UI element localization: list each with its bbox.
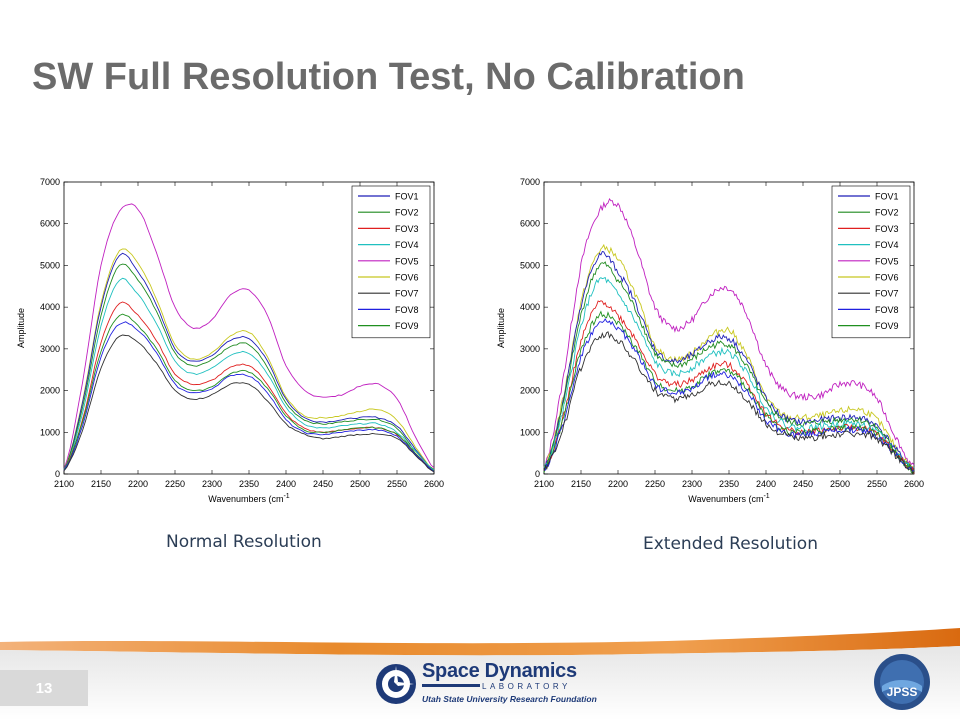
right-series-line-fov5 bbox=[543, 197, 915, 468]
left-x-tick-label: 2200 bbox=[128, 479, 148, 489]
right-legend-label-fov3: FOV3 bbox=[875, 224, 899, 234]
right-x-tick-label: 2500 bbox=[830, 479, 850, 489]
left-legend-label-fov8: FOV8 bbox=[395, 305, 419, 315]
right-series-line-fov4 bbox=[543, 276, 915, 471]
right-x-tick-label: 2250 bbox=[645, 479, 665, 489]
left-legend-label-fov7: FOV7 bbox=[395, 289, 419, 299]
right-series-line-fov7 bbox=[543, 331, 915, 474]
left-x-tick-label: 2400 bbox=[276, 479, 296, 489]
left-legend-label-fov1: FOV1 bbox=[395, 192, 419, 202]
right-x-axis-label: Wavenumbers (cm-1 bbox=[688, 493, 770, 504]
caption-normal-resolution: Normal Resolution bbox=[166, 532, 322, 552]
left-y-tick-label: 5000 bbox=[40, 260, 60, 270]
right-legend-label-fov2: FOV2 bbox=[875, 208, 899, 218]
sdl-lab-text: LABORATORY bbox=[482, 682, 571, 691]
left-x-axis-label-superscript: -1 bbox=[283, 493, 289, 500]
right-x-tick-label: 2200 bbox=[608, 479, 628, 489]
right-x-tick-label: 2400 bbox=[756, 479, 776, 489]
right-legend-label-fov4: FOV4 bbox=[875, 240, 899, 250]
sdl-name: Space Dynamics bbox=[422, 660, 577, 682]
left-series-line-fov6 bbox=[63, 248, 435, 471]
space-dynamics-logo: Space Dynamics LABORATORY Utah State Uni… bbox=[374, 660, 597, 708]
left-x-tick-label: 2250 bbox=[165, 479, 185, 489]
footer-decorative-band bbox=[0, 628, 960, 720]
left-legend bbox=[351, 185, 431, 339]
left-y-tick-label: 3000 bbox=[40, 344, 60, 354]
left-x-tick-label: 2450 bbox=[313, 479, 333, 489]
left-y-tick-label: 6000 bbox=[40, 219, 60, 229]
right-y-tick-label: 3000 bbox=[520, 344, 540, 354]
right-y-tick-label: 0 bbox=[535, 469, 540, 479]
chart-normal-resolution: 2100 2150 2200 2250 2300 2350 2400 2450 2500 2550… bbox=[16, 177, 444, 504]
right-y-axis-label: Amplitude bbox=[496, 308, 506, 348]
right-legend-label-fov8: FOV8 bbox=[875, 305, 899, 315]
left-series-line-fov9 bbox=[63, 313, 435, 472]
sdl-subtitle: Utah State University Research Foundatio… bbox=[422, 694, 597, 704]
right-x-tick-label: 2150 bbox=[571, 479, 591, 489]
right-legend-label-fov7: FOV7 bbox=[875, 289, 899, 299]
left-y-tick-label: 2000 bbox=[40, 386, 60, 396]
sdl-divider bbox=[422, 684, 480, 687]
left-legend-label-fov2: FOV2 bbox=[395, 208, 419, 218]
right-legend-label-fov5: FOV5 bbox=[875, 256, 899, 266]
left-x-tick-label: 2100 bbox=[54, 479, 74, 489]
right-y-tick-label: 4000 bbox=[520, 302, 540, 312]
right-legend bbox=[831, 185, 911, 339]
right-series-line-fov1 bbox=[543, 250, 915, 472]
slide-title: SW Full Resolution Test, No Calibration bbox=[32, 56, 745, 98]
right-series-line-fov2 bbox=[543, 261, 915, 473]
left-legend-label-fov9: FOV9 bbox=[395, 321, 419, 331]
right-x-axis-label-superscript: -1 bbox=[763, 493, 769, 500]
right-y-tick-label: 5000 bbox=[520, 260, 540, 270]
left-series-line-fov5 bbox=[63, 203, 435, 470]
left-x-tick-label: 2500 bbox=[350, 479, 370, 489]
left-legend-label-fov3: FOV3 bbox=[395, 224, 419, 234]
right-x-tick-label: 2350 bbox=[719, 479, 739, 489]
right-x-tick-label: 2300 bbox=[682, 479, 702, 489]
left-series-line-fov2 bbox=[63, 263, 435, 470]
sdl-emblem-icon bbox=[376, 664, 416, 704]
left-x-tick-label: 2600 bbox=[424, 479, 444, 489]
right-series-line-fov6 bbox=[543, 243, 915, 471]
left-x-tick-label: 2150 bbox=[91, 479, 111, 489]
left-x-tick-label: 2550 bbox=[387, 479, 407, 489]
chart-extended-resolution: 2100 2150 2200 2250 2300 2350 2400 2450 2500 2550… bbox=[496, 177, 924, 504]
jpss-text: JPSS bbox=[887, 685, 918, 699]
left-y-axis-label: Amplitude bbox=[16, 308, 26, 348]
right-x-tick-label: 2450 bbox=[793, 479, 813, 489]
left-legend-label-fov4: FOV4 bbox=[395, 240, 419, 250]
right-y-tick-label: 6000 bbox=[520, 219, 540, 229]
page-number: 13 bbox=[0, 670, 88, 706]
left-series-line-fov8 bbox=[63, 321, 435, 472]
left-series-line-fov7 bbox=[63, 334, 435, 473]
left-series-line-fov4 bbox=[63, 277, 435, 470]
left-x-axis-label: Wavenumbers (cm-1 bbox=[208, 493, 290, 504]
right-series-line-fov8 bbox=[543, 317, 915, 472]
left-legend-label-fov5: FOV5 bbox=[395, 256, 419, 266]
right-legend-label-fov1: FOV1 bbox=[875, 192, 899, 202]
left-y-tick-label: 7000 bbox=[40, 177, 60, 187]
left-series-line-fov1 bbox=[63, 252, 435, 471]
right-y-tick-label: 2000 bbox=[520, 386, 540, 396]
caption-extended-resolution: Extended Resolution bbox=[643, 534, 818, 554]
left-x-tick-label: 2300 bbox=[202, 479, 222, 489]
right-x-tick-label: 2100 bbox=[534, 479, 554, 489]
left-legend-label-fov6: FOV6 bbox=[395, 273, 419, 283]
right-x-tick-label: 2550 bbox=[867, 479, 887, 489]
right-y-tick-label: 1000 bbox=[520, 427, 540, 437]
left-x-tick-label: 2350 bbox=[239, 479, 259, 489]
left-y-tick-label: 1000 bbox=[40, 427, 60, 437]
jpss-logo-icon: JPSS bbox=[874, 654, 930, 710]
right-legend-label-fov9: FOV9 bbox=[875, 321, 899, 331]
left-y-tick-label: 4000 bbox=[40, 302, 60, 312]
left-y-tick-label: 0 bbox=[55, 469, 60, 479]
right-y-tick-label: 7000 bbox=[520, 177, 540, 187]
right-series-line-fov9 bbox=[543, 310, 915, 475]
right-legend-label-fov6: FOV6 bbox=[875, 273, 899, 283]
right-x-tick-label: 2600 bbox=[904, 479, 924, 489]
